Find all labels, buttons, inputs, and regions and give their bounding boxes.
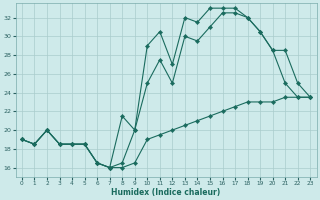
X-axis label: Humidex (Indice chaleur): Humidex (Indice chaleur) xyxy=(111,188,221,197)
